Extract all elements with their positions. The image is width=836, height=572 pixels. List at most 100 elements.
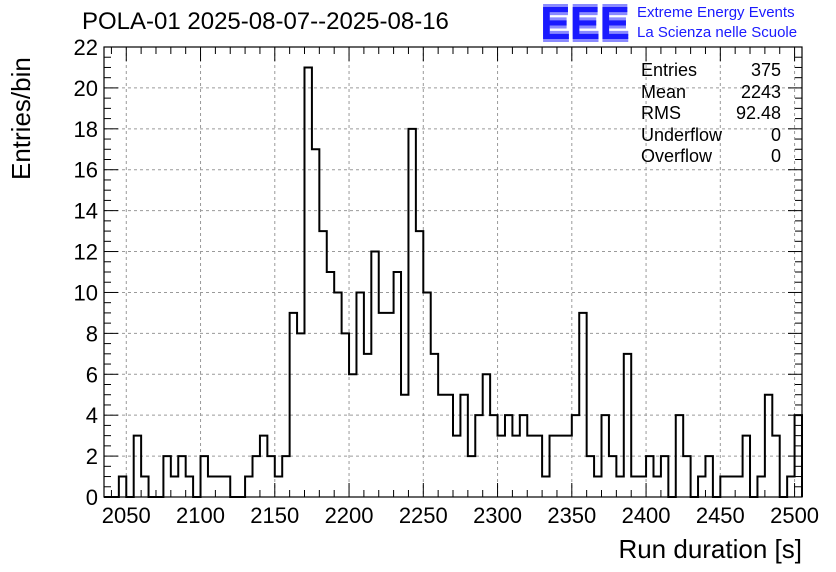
histogram-bin: [579, 313, 586, 497]
histogram-bin: [171, 477, 178, 497]
y-tick-label: 8: [86, 321, 98, 346]
histogram-bin: [735, 477, 742, 497]
histogram-bin: [683, 456, 690, 497]
x-axis-label: Run duration [s]: [618, 534, 802, 564]
histogram-bin: [661, 456, 668, 497]
histogram-bin: [245, 477, 252, 497]
histogram-bin: [527, 436, 534, 497]
histogram-bin: [134, 436, 141, 497]
x-tick-label: 2050: [102, 503, 151, 528]
histogram-bin: [186, 477, 193, 497]
histogram-bin: [319, 231, 326, 497]
histogram-bin: [312, 149, 319, 497]
histogram-bin: [119, 477, 126, 497]
y-axis-label: Entries/bin: [6, 57, 36, 180]
y-tick-label: 4: [86, 403, 98, 428]
stats-value: 2243: [740, 81, 781, 102]
logo-line-1: Extreme Energy Events: [637, 4, 795, 21]
histogram-bin: [386, 313, 393, 497]
histogram-bin: [356, 292, 363, 497]
stats-label: RMS: [641, 103, 681, 123]
histogram-bin: [698, 477, 705, 497]
x-tick-label: 2300: [473, 503, 522, 528]
histogram-bin: [624, 354, 631, 497]
stats-label: Mean: [641, 81, 687, 102]
histogram-bin: [364, 354, 371, 497]
logo-line-2: La Scienza nelle Scuole: [637, 24, 798, 41]
histogram-bin: [772, 436, 779, 497]
stats-row-overflow: Overflow 0: [641, 146, 781, 168]
stats-row-entries: Entries 375: [641, 60, 781, 82]
histogram-bin: [602, 415, 609, 497]
histogram-bin: [653, 477, 660, 497]
histogram-bin: [757, 477, 764, 497]
histogram-bin: [646, 456, 653, 497]
histogram-bin: [334, 292, 341, 497]
stats-value: 0: [770, 146, 781, 166]
stats-row-underflow: Underflow 0: [641, 125, 781, 147]
histogram-bin: [550, 436, 557, 497]
x-tick-label: 2350: [547, 503, 596, 528]
histogram-bin: [720, 477, 727, 497]
histogram-bin: [512, 436, 519, 497]
histogram-bin: [201, 456, 208, 497]
histogram-bin: [290, 313, 297, 497]
y-tick-label: 16: [74, 158, 98, 183]
y-tick-label: 2: [86, 444, 98, 469]
histogram-bin: [743, 436, 750, 497]
histogram-bin: [327, 272, 334, 497]
histogram-bin: [141, 477, 148, 497]
histogram-bin: [631, 477, 638, 497]
histogram-bin: [379, 313, 386, 497]
histogram-bin: [163, 456, 170, 497]
histogram-bin: [587, 456, 594, 497]
histogram-bin: [490, 415, 497, 497]
histogram-bin: [178, 456, 185, 497]
histogram-bin: [453, 436, 460, 497]
histogram-bin: [787, 477, 794, 497]
y-tick-label: 10: [74, 280, 98, 305]
histogram-bin: [342, 333, 349, 497]
histogram-bin: [468, 456, 475, 497]
stats-value: 375: [750, 60, 781, 80]
y-tick-label: 12: [74, 240, 98, 265]
eee-logo: EEE Extreme Energy Events La Scienza nel…: [540, 0, 830, 49]
histogram-bin: [594, 477, 601, 497]
histogram-bin: [795, 415, 802, 497]
y-tick-label: 0: [86, 485, 98, 510]
histogram-bin: [349, 374, 356, 497]
histogram-bin: [505, 415, 512, 497]
histogram-bin: [609, 456, 616, 497]
stats-value: 92.48: [735, 103, 781, 123]
histogram-bin: [215, 477, 222, 497]
histogram-bin: [460, 395, 467, 497]
stats-row-mean: Mean 2243: [641, 82, 781, 104]
x-tick-label: 2500: [770, 503, 819, 528]
y-tick-label: 18: [74, 117, 98, 142]
y-tick-label: 22: [74, 35, 98, 60]
histogram-bin: [446, 395, 453, 497]
histogram-bin: [423, 292, 430, 497]
histogram-bin: [564, 436, 571, 497]
x-tick-label: 2150: [250, 503, 299, 528]
histogram-bin: [616, 477, 623, 497]
histogram-bin: [282, 456, 289, 497]
y-tick-label: 6: [86, 362, 98, 387]
histogram-bin: [260, 436, 267, 497]
stats-label: Entries: [641, 60, 698, 80]
histogram-bin: [728, 477, 735, 497]
histogram-bin: [676, 415, 683, 497]
y-tick-label: 20: [74, 76, 98, 101]
histogram-series-line: [104, 66, 803, 498]
histogram-bin: [394, 272, 401, 497]
logo-mark: EEE: [540, 0, 630, 49]
histogram-bin: [520, 415, 527, 497]
x-tick-label: 2450: [696, 503, 745, 528]
chart-title: POLA-01 2025-08-07--2025-08-16: [82, 8, 449, 35]
histogram-bin: [408, 129, 415, 497]
histogram-bin: [416, 231, 423, 497]
histogram-bin: [431, 354, 438, 497]
histogram-bin: [267, 456, 274, 497]
histogram-bin: [208, 477, 215, 497]
